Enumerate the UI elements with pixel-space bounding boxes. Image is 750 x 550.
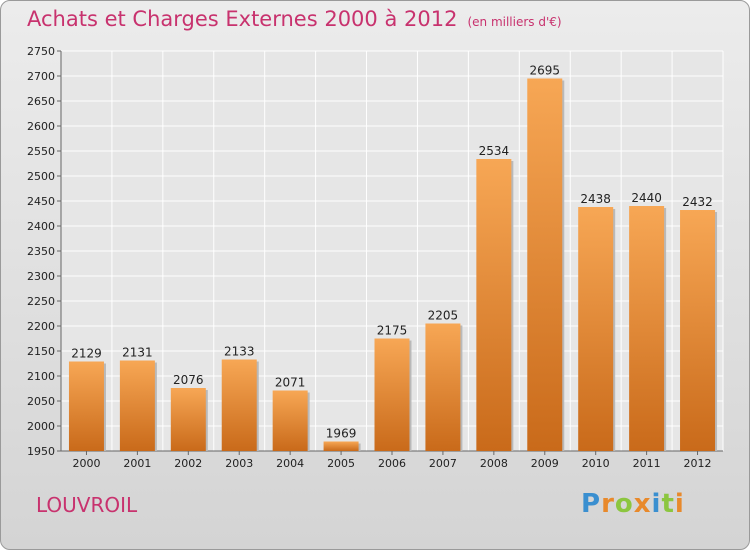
data-label: 2432 [682, 195, 713, 209]
proxiti-logo: Proxiti [581, 489, 685, 519]
y-tick-label: 2150 [27, 345, 55, 358]
y-tick-label: 2400 [27, 220, 55, 233]
data-label: 2131 [122, 346, 153, 360]
data-label: 2695 [529, 64, 560, 78]
x-tick-label: 2006 [378, 457, 406, 470]
logo-letter: P [581, 489, 602, 519]
bar [578, 207, 614, 451]
x-tick-label: 2012 [684, 457, 712, 470]
y-tick-label: 2650 [27, 95, 55, 108]
logo-letter: o [614, 489, 634, 519]
bar [629, 206, 665, 451]
x-tick-label: 2001 [123, 457, 151, 470]
x-tick-label: 2000 [72, 457, 100, 470]
data-label: 2129 [71, 347, 102, 361]
y-tick-label: 2500 [27, 170, 55, 183]
x-tick-label: 2008 [480, 457, 508, 470]
data-label: 2133 [224, 345, 255, 359]
logo-letter: i [674, 489, 685, 519]
title-row: Achats et Charges Externes 2000 à 2012 (e… [27, 7, 562, 31]
bar [680, 210, 716, 451]
y-tick-label: 2300 [27, 270, 55, 283]
labels: 2000 2129 2001 2131 2002 2076 2003 2133 2004 2071… [71, 64, 713, 471]
bar [476, 159, 512, 451]
logo-letter: x [633, 489, 652, 519]
y-tick-label: 2200 [27, 320, 55, 333]
y-tick-label: 1950 [27, 445, 55, 458]
y-tick-label: 2050 [27, 395, 55, 408]
x-tick-label: 2002 [174, 457, 202, 470]
y-tick-label: 2000 [27, 420, 55, 433]
data-label: 2076 [173, 373, 204, 387]
data-label: 2440 [631, 191, 662, 205]
bar [527, 78, 563, 451]
x-tick-label: 2009 [531, 457, 559, 470]
y-tick-label: 2550 [27, 145, 55, 158]
x-tick-label: 2011 [633, 457, 661, 470]
chart-subtitle: (en milliers d'€) [467, 15, 562, 29]
bars [68, 78, 718, 451]
axes: 1950 2000 2050 2100 2150 2200 2250 2300 2350 2400… [27, 45, 723, 458]
y-tick-label: 2700 [27, 70, 55, 83]
bar [68, 361, 104, 451]
y-tick-label: 2750 [27, 45, 55, 58]
bar [170, 388, 206, 451]
bar [272, 390, 308, 451]
bar [323, 441, 359, 451]
logo-letter: i [651, 489, 662, 519]
data-label: 2438 [580, 192, 611, 206]
x-tick-label: 2004 [276, 457, 304, 470]
x-tick-label: 2007 [429, 457, 457, 470]
x-tick-label: 2005 [327, 457, 355, 470]
y-tick-label: 2450 [27, 195, 55, 208]
logo-letter: t [661, 489, 675, 519]
y-tick-label: 2350 [27, 245, 55, 258]
bar [119, 360, 155, 451]
data-label: 2175 [377, 324, 408, 338]
y-tick-label: 2600 [27, 120, 55, 133]
y-tick-label: 2100 [27, 370, 55, 383]
y-tick-label: 2250 [27, 295, 55, 308]
data-label: 2205 [428, 309, 459, 323]
x-tick-label: 2010 [582, 457, 610, 470]
chart-title: Achats et Charges Externes 2000 à 2012 [27, 7, 458, 31]
data-label: 2071 [275, 376, 306, 390]
data-label: 1969 [326, 427, 357, 441]
bar [425, 323, 461, 451]
location-name: LOUVROIL [36, 493, 138, 517]
x-tick-label: 2003 [225, 457, 253, 470]
bar [221, 359, 257, 451]
bar [374, 338, 410, 451]
logo-letter: r [601, 489, 615, 519]
data-label: 2534 [479, 144, 510, 158]
